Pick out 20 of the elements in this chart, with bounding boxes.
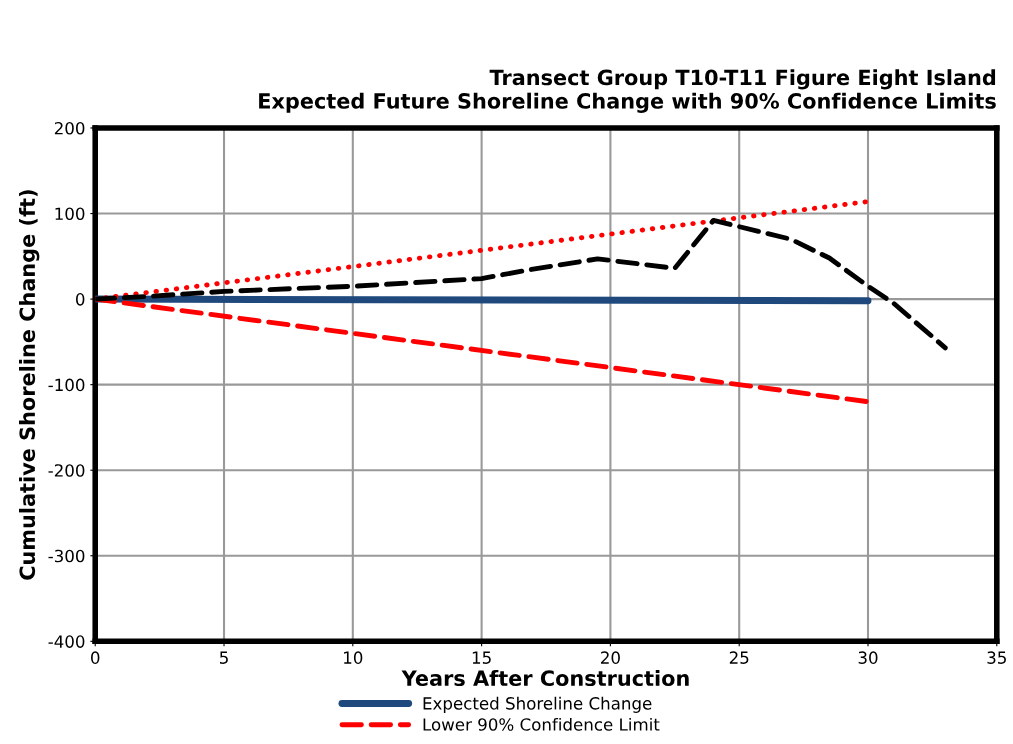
x-tick-label: 10 — [344, 651, 363, 664]
x-tick-label: 5 — [220, 651, 228, 664]
y-tick-label: -400 — [48, 635, 85, 648]
y-tick-label: -100 — [48, 378, 85, 392]
legend-label: Lower 90% Confidence Limit — [423, 717, 660, 731]
y-tick-label: 200 — [54, 121, 85, 135]
x-tick-label: 25 — [729, 651, 749, 664]
y-tick-label: 100 — [55, 207, 85, 221]
x-tick-label: 20 — [601, 651, 620, 664]
x-tick-label: 30 — [858, 651, 878, 664]
y-tick-label: -200 — [48, 464, 85, 477]
x-tick-label: 35 — [987, 651, 1006, 664]
legend-label: Expected Shoreline Change — [423, 696, 652, 713]
chart-title: Transect Group T10-T11 Figure Eight Island Expected Future Shoreline Change with 90% Confidence Limits — [259, 69, 996, 114]
x-tick-label: 0 — [91, 651, 100, 664]
y-axis-title: Cumulative Shoreline Change (ft) — [19, 190, 40, 580]
y-tick-label: -300 — [48, 549, 85, 563]
x-axis-title: Years After Construction — [401, 669, 689, 687]
x-tick-label: 15 — [472, 651, 491, 664]
y-tick-label: 0 — [75, 293, 85, 306]
